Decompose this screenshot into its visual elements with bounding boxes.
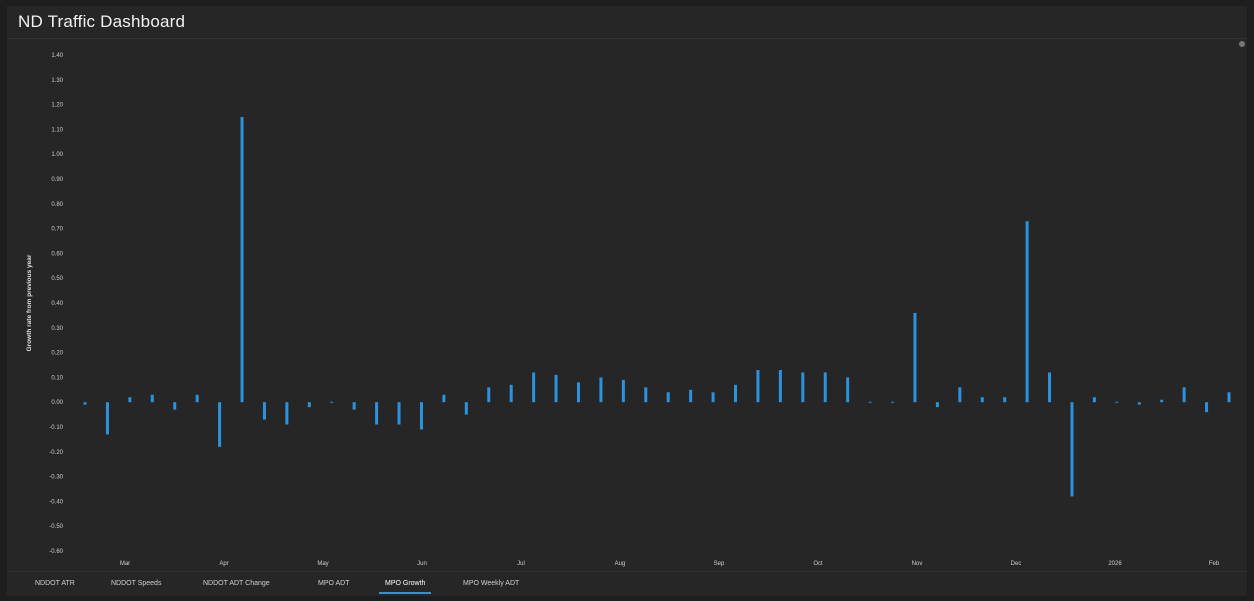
chart-bar[interactable] xyxy=(1048,372,1052,403)
chart-bar[interactable] xyxy=(330,401,334,403)
x-tick-label: Feb xyxy=(1209,561,1220,567)
tab-bar: NDDOT ATR NDDOT Speeds NDDOT ADT Change … xyxy=(7,571,1247,596)
x-tick-label: 2026 xyxy=(1108,561,1122,567)
chart-bar[interactable] xyxy=(689,389,693,403)
chart-bar[interactable] xyxy=(958,387,962,403)
chart-bar[interactable] xyxy=(891,401,895,403)
chart-bar[interactable] xyxy=(173,402,177,410)
panel-options-icon[interactable] xyxy=(1239,41,1245,47)
chart-bar[interactable] xyxy=(711,392,715,403)
y-tick-label: 0.70 xyxy=(51,227,63,233)
growth-bar-chart: Growth rate from previous year 1.40 1.30 1.… xyxy=(26,53,1231,567)
y-tick-label: -0.20 xyxy=(49,450,63,456)
y-tick-label: 1.00 xyxy=(51,152,63,158)
chart-bar[interactable] xyxy=(1182,387,1186,403)
chart-bar[interactable] xyxy=(509,384,513,403)
x-tick-label: Apr xyxy=(219,561,228,567)
chart-bar[interactable] xyxy=(218,402,222,447)
chart-bar[interactable] xyxy=(1115,401,1119,403)
chart-bar[interactable] xyxy=(1092,397,1096,403)
chart-bar[interactable] xyxy=(262,402,266,420)
chart-bar[interactable] xyxy=(464,402,468,415)
tab-mpo-growth[interactable]: MPO Growth xyxy=(379,572,432,596)
tab-nddot-speeds[interactable]: NDDOT Speeds xyxy=(111,580,162,587)
chart-panel: Growth rate from previous year 1.40 1.30 1.… xyxy=(7,39,1247,571)
x-tick-label: Dec xyxy=(1011,561,1022,567)
dashboard-header: ND Traffic Dashboard xyxy=(7,6,1247,39)
tab-mpo-adt[interactable]: MPO ADT xyxy=(318,580,350,587)
y-tick-label: 1.30 xyxy=(51,78,63,84)
chart-bar[interactable] xyxy=(307,402,311,408)
x-tick-label: May xyxy=(317,561,328,567)
chart-bar[interactable] xyxy=(105,402,109,435)
x-tick-label: Jul xyxy=(517,561,525,567)
y-axis-label: Growth rate from previous year xyxy=(26,254,33,351)
chart-bar[interactable] xyxy=(150,394,154,403)
chart-bar[interactable] xyxy=(442,394,446,403)
chart-bar[interactable] xyxy=(621,379,625,403)
chart-bar[interactable] xyxy=(913,312,917,403)
chart-bar[interactable] xyxy=(240,117,244,403)
y-tick-label: -0.30 xyxy=(49,475,63,481)
chart-bar[interactable] xyxy=(823,372,827,403)
chart-bar[interactable] xyxy=(352,402,356,410)
chart-bar[interactable] xyxy=(487,387,491,403)
y-tick-label: 1.10 xyxy=(51,127,63,133)
chart-bar[interactable] xyxy=(778,369,782,403)
chart-bar[interactable] xyxy=(734,384,738,403)
y-tick-label: 0.20 xyxy=(51,351,63,357)
x-tick-label: Oct xyxy=(813,561,823,567)
chart-bar[interactable] xyxy=(128,397,132,403)
chart-bar[interactable] xyxy=(756,369,760,403)
chart-bar[interactable] xyxy=(285,402,289,425)
y-tick-label: 0.90 xyxy=(51,177,63,183)
y-tick-label: 0.10 xyxy=(51,375,63,381)
chart-bar[interactable] xyxy=(644,387,648,403)
dashboard-title: ND Traffic Dashboard xyxy=(18,12,186,31)
chart-bar[interactable] xyxy=(195,394,199,403)
chart-bar[interactable] xyxy=(1205,402,1209,413)
y-tick-label: 0.00 xyxy=(51,400,63,406)
chart-bar[interactable] xyxy=(83,402,87,405)
chart-bar[interactable] xyxy=(1137,402,1141,405)
chart-bar[interactable] xyxy=(1070,402,1074,497)
chart-bar[interactable] xyxy=(1160,399,1164,403)
chart-bar[interactable] xyxy=(1025,221,1029,403)
y-tick-label: 0.40 xyxy=(51,301,63,307)
tab-nddot-atr[interactable]: NDDOT ATR xyxy=(35,580,75,587)
y-tick-label: -0.50 xyxy=(49,524,63,530)
chart-bar[interactable] xyxy=(1003,397,1007,403)
tab-mpo-weekly-adt[interactable]: MPO Weekly ADT xyxy=(463,580,520,587)
chart-bar[interactable] xyxy=(1227,392,1231,403)
chart-bar[interactable] xyxy=(554,374,558,403)
y-tick-label: 0.30 xyxy=(51,326,63,332)
chart-bar[interactable] xyxy=(935,402,939,408)
chart-bar[interactable] xyxy=(375,402,379,425)
y-tick-label: 1.20 xyxy=(51,103,63,109)
x-tick-label: Aug xyxy=(615,561,626,567)
chart-bar[interactable] xyxy=(801,372,805,403)
x-tick-label: Mar xyxy=(120,561,130,567)
y-tick-label: 0.50 xyxy=(51,276,63,282)
tab-nddot-adt-change[interactable]: NDDOT ADT Change xyxy=(203,580,270,587)
chart-bar[interactable] xyxy=(397,402,401,425)
x-tick-label: Sep xyxy=(714,561,725,567)
chart-bar[interactable] xyxy=(419,402,423,430)
chart-bar[interactable] xyxy=(576,382,580,403)
chart-bar[interactable] xyxy=(846,377,850,403)
chart-bar[interactable] xyxy=(666,392,670,403)
chart-bar[interactable] xyxy=(599,377,603,403)
y-tick-label: -0.40 xyxy=(49,499,63,505)
chart-bar[interactable] xyxy=(532,372,536,403)
x-tick-label: Jun xyxy=(417,561,427,567)
y-tick-label: -0.10 xyxy=(49,425,63,431)
x-tick-label: Nov xyxy=(912,561,923,567)
y-tick-label: -0.60 xyxy=(49,549,63,555)
chart-bar[interactable] xyxy=(980,397,984,403)
y-tick-label: 0.60 xyxy=(51,251,63,257)
chart-bar[interactable] xyxy=(868,401,872,403)
y-tick-label: 0.80 xyxy=(51,202,63,208)
y-tick-label: 1.40 xyxy=(51,53,63,59)
